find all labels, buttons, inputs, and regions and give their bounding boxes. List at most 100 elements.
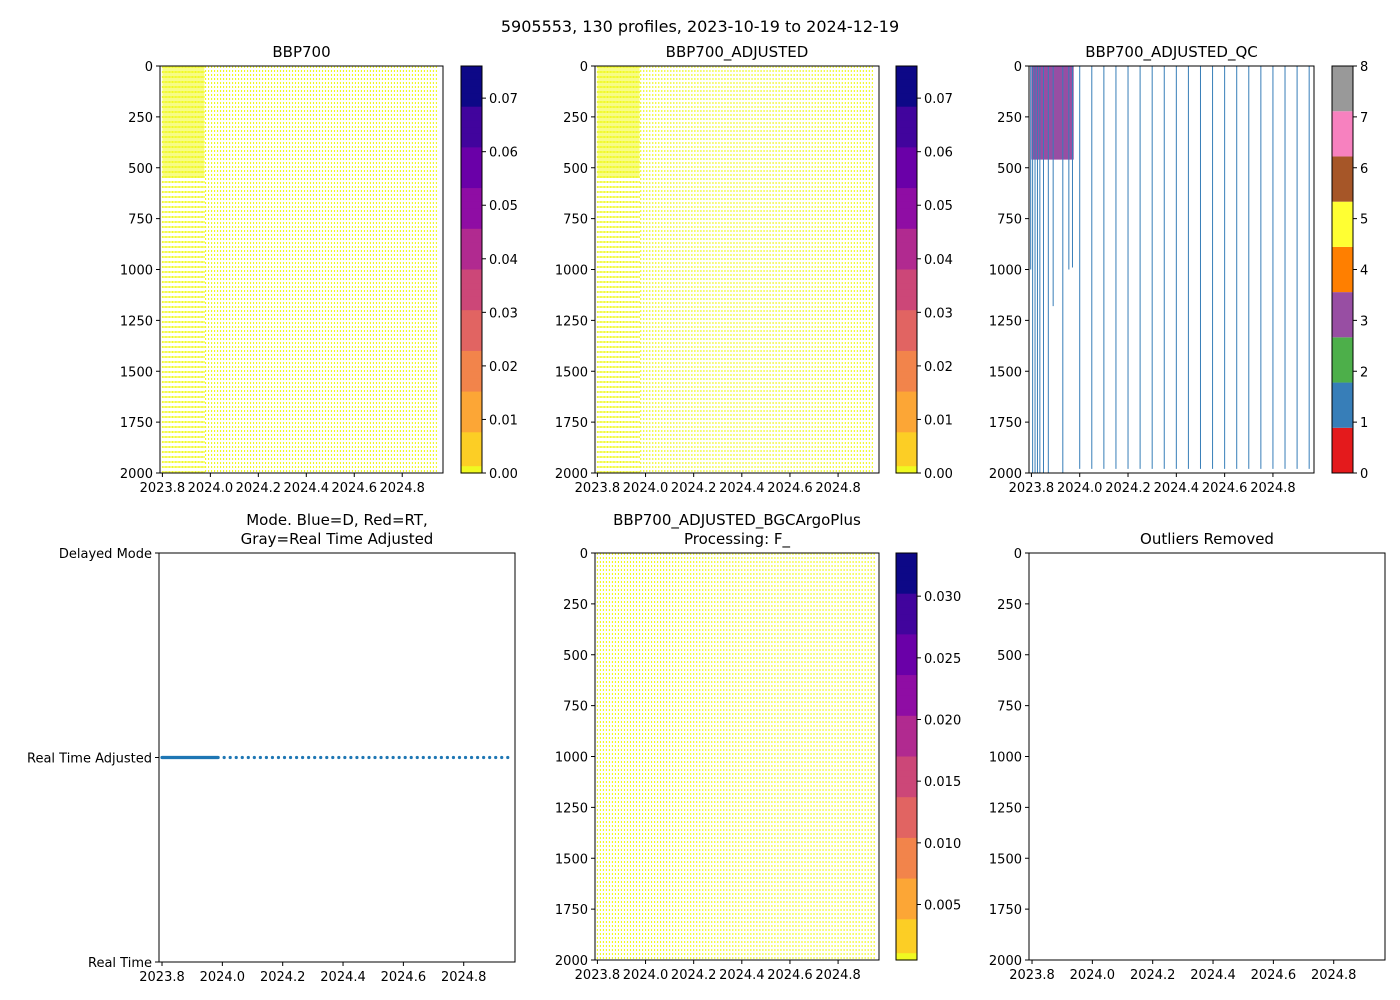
- bgcargoplus-colorbar-tick-label: 0.020: [924, 714, 961, 729]
- bbp700-adjusted-qc-colorbar-tick-label: 1: [1360, 416, 1368, 431]
- bbp700-adjusted-colorbar-step: [896, 120, 917, 128]
- outliers-ytick-label: 750: [997, 700, 1022, 715]
- bbp700-colorbar-step: [461, 113, 482, 121]
- bbp700-adjusted-colorbar-step: [896, 113, 917, 121]
- bbp700-colorbar-step: [461, 276, 482, 284]
- bbp700-colorbar-step: [461, 459, 482, 467]
- mode-point: [307, 755, 311, 760]
- bbp700-adjusted-ytick-label: 1000: [555, 264, 588, 279]
- bbp700-adjusted-qc-colorbar-tick-label: 0: [1360, 467, 1368, 482]
- bgcargoplus-colorbar-step: [896, 553, 917, 561]
- bgcargoplus-colorbar-step: [896, 776, 917, 785]
- bbp700-colorbar-step: [461, 99, 482, 108]
- bbp700-xtick-label: 2023.8: [140, 481, 186, 496]
- bgcargoplus-colorbar: 0.005 0.010 0.015 0.020 0.025 0.030: [895, 552, 961, 961]
- bbp700-adjusted-qc-title: BBP700_ADJUSTED_QC: [1085, 43, 1257, 62]
- bgcargoplus-colorbar-step: [896, 810, 917, 819]
- bbp700-colorbar-frame: [460, 65, 483, 474]
- bgcargoplus-colorbar-step: [896, 898, 917, 907]
- bbp700-adjusted-colorbar-step: [896, 452, 917, 461]
- mode-point: [228, 755, 232, 760]
- bbp700-adjusted-ytick-label: 1500: [555, 365, 588, 380]
- bgcargoplus-colorbar-step: [896, 586, 917, 595]
- bbp700-ytick-label: 2000: [120, 467, 153, 482]
- mode-point: [463, 755, 468, 760]
- bbp700-adjusted-colorbar-step: [896, 357, 917, 366]
- bbp700-adjusted-qc-axes: 2023.8 2024.0 2024.2 2024.4 2024.6 2024.8 0 250…: [989, 43, 1315, 496]
- bgcargoplus-colorbar-step: [896, 647, 917, 656]
- bgcargoplus-colorbar-step: [896, 932, 917, 941]
- bgcargoplus-colorbar-step: [896, 593, 917, 602]
- bgcargoplus-colorbar-step: [896, 695, 917, 703]
- bgcargoplus-colorbar-step: [896, 749, 917, 758]
- bgcargoplus-xtick-label: 2024.6: [767, 968, 813, 983]
- bbp700-adjusted-colorbar-step: [896, 133, 917, 142]
- bgcargoplus-colorbar-step: [896, 675, 917, 683]
- mode-point: [294, 755, 299, 760]
- bbp700-colorbar-tick-label: 0.00: [489, 467, 518, 482]
- bgcargoplus-ytick-label: 1500: [555, 852, 588, 867]
- bgcargoplus-xtick-label: 2024.4: [719, 968, 765, 983]
- mode-ytick-label: Real Time Adjusted: [27, 752, 152, 767]
- bbp700-adjusted-qc-colorbar-bin: [1332, 111, 1353, 157]
- outliers-ytick-label: 2000: [989, 954, 1022, 969]
- bbp700-colorbar-step: [461, 466, 482, 474]
- bbp700-adjusted-qc-colorbar-bin: [1332, 292, 1353, 338]
- bgcargoplus-colorbar-step: [896, 715, 917, 724]
- bbp700-adjusted-colorbar-step: [896, 235, 917, 243]
- mode-point: [319, 755, 323, 760]
- bbp700-colorbar-step: [461, 86, 482, 94]
- bbp700-adjusted-ytick-label: 0: [580, 60, 588, 75]
- bgcargoplus-colorbar-step: [896, 634, 917, 642]
- mode-point: [379, 755, 383, 760]
- bbp700-adjusted-colorbar-step: [896, 391, 917, 399]
- bbp700-adjusted-colorbar-step: [896, 371, 917, 379]
- bbp700-adjusted-colorbar-tick-label: 0.03: [924, 306, 953, 321]
- bbp700-adjusted-colorbar-step: [896, 418, 917, 427]
- bbp700-colorbar-step: [461, 316, 482, 325]
- mode-point: [427, 755, 431, 760]
- bgcargoplus-colorbar-step: [896, 844, 917, 853]
- mode-point: [475, 755, 480, 760]
- mode-point: [409, 755, 413, 760]
- mode-point: [361, 755, 365, 760]
- bbp700-ytick-label: 250: [128, 111, 153, 126]
- bbp700-ytick-label: 0: [145, 60, 153, 75]
- bbp700-colorbar-step: [461, 79, 482, 87]
- bbp700-colorbar-step: [461, 289, 482, 298]
- bbp700-colorbar-tick-label: 0.03: [489, 306, 518, 321]
- bgcargoplus-colorbar-step: [896, 573, 917, 581]
- bgcargoplus-colorbar-step: [896, 885, 917, 893]
- bbp700-adjusted-qc-colorbar-tick-label: 4: [1360, 264, 1368, 279]
- outliers-ytick-label: 0: [1014, 547, 1022, 562]
- mode-point: [373, 755, 377, 760]
- bbp700-colorbar-step: [461, 93, 482, 101]
- bgcargoplus-title-line: Processing: F_: [684, 530, 791, 549]
- bbp700-colorbar-step: [461, 350, 482, 359]
- bgcargoplus-colorbar-step: [896, 817, 917, 825]
- bgcargoplus-colorbar-step: [896, 756, 917, 764]
- bbp700-adjusted-qc-colorbar-tick-label: 7: [1360, 111, 1368, 126]
- bbp700-colorbar-tick-label: 0.05: [489, 199, 518, 214]
- bbp700-colorbar-step: [461, 106, 482, 115]
- bgcargoplus-colorbar-step: [896, 803, 917, 812]
- bbp700-colorbar-step: [461, 228, 482, 237]
- bbp700-colorbar-step: [461, 208, 482, 216]
- bgcargoplus-colorbar-step: [896, 600, 917, 608]
- bbp700-colorbar-step: [461, 425, 482, 433]
- bbp700-colorbar-step: [461, 452, 482, 461]
- bbp700-adjusted-xtick-label: 2024.0: [623, 481, 669, 496]
- bbp700-colorbar-step: [461, 127, 482, 135]
- bgcargoplus-colorbar-step: [896, 878, 917, 886]
- bbp700-adjusted-qc-xtick-label: 2023.8: [1009, 481, 1055, 496]
- bbp700-colorbar-step: [461, 323, 482, 332]
- bbp700-adjusted-colorbar-step: [896, 167, 917, 176]
- bgcargoplus-colorbar-tick-label: 0.010: [924, 837, 961, 852]
- bgcargoplus-colorbar-step: [896, 688, 917, 697]
- bbp700-adjusted-qc-ytick-label: 1500: [989, 365, 1022, 380]
- mode-point: [313, 755, 317, 760]
- bbp700-adjusted-colorbar-step: [896, 215, 917, 223]
- bbp700-colorbar-step: [461, 133, 482, 142]
- bgcargoplus-colorbar-step: [896, 871, 917, 880]
- bbp700-adjusted-qc-ytick-label: 2000: [989, 467, 1022, 482]
